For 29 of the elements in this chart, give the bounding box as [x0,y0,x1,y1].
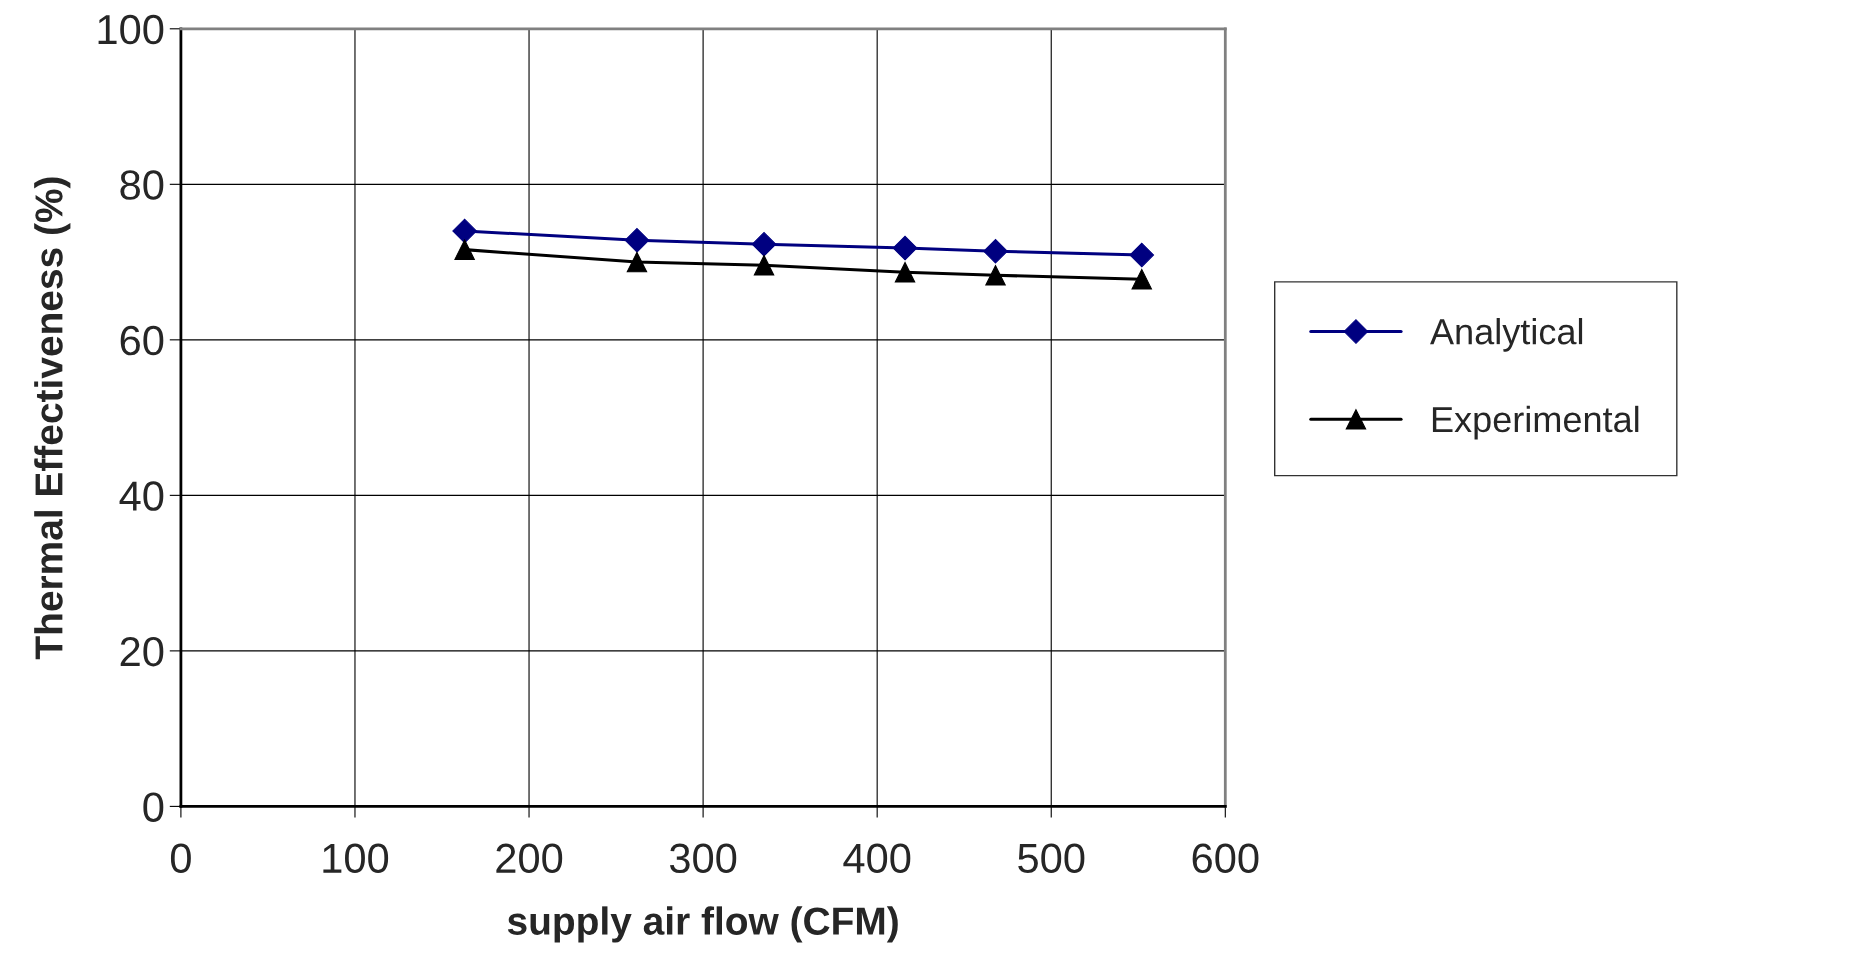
point [626,251,648,273]
legend-label: Analytical [1430,317,1583,352]
x-tick-label: 0 [170,843,191,874]
point [452,218,477,244]
y-tick-label: 80 [120,170,164,200]
y-axis-title: Thermal Effectiveness (%) [34,177,71,660]
point [1131,268,1152,290]
point [892,235,918,261]
x-tick-label: 400 [843,843,911,874]
point [454,239,475,260]
y-tick-label: 20 [120,636,164,667]
x-tick-label: 200 [496,843,563,874]
x-tick-label: 100 [323,843,389,874]
point [985,265,1006,286]
point [894,261,916,283]
x-tick-label: 300 [669,843,737,874]
point [1129,242,1155,268]
point [753,254,775,276]
y-tick-label: 0 [143,792,164,822]
x-tick-label: 600 [1192,843,1259,874]
x-axis-title: supply air flow (CFM) [507,906,898,943]
y-tick-label: 100 [98,14,164,45]
y-tick-label: 60 [120,325,164,356]
y-tick-label: 40 [119,481,164,511]
point [983,238,1008,264]
point [751,231,777,257]
x-tick-label: 500 [1018,843,1085,874]
point [624,228,650,253]
legend-label: Experimental [1432,405,1639,440]
